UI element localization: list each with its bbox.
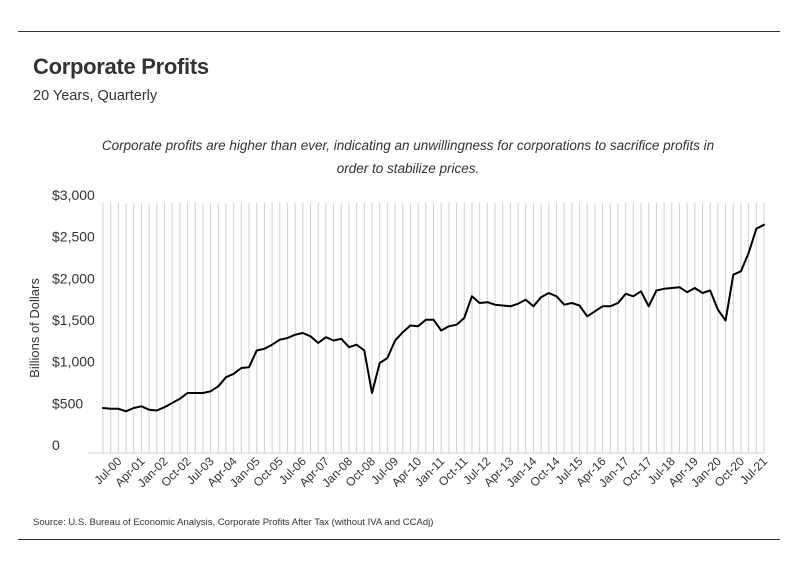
- bottom-rule: [18, 539, 780, 540]
- y-tick-label: $2,000: [52, 270, 95, 286]
- source-note: Source: U.S. Bureau of Economic Analysis…: [33, 517, 434, 528]
- y-axis-ticks: 0 $500 $1,000 $1,500 $2,000 $2,500 $3,000: [52, 187, 95, 453]
- x-tick-label: Jul-21: [737, 454, 770, 487]
- y-tick-label: $2,500: [52, 229, 95, 245]
- y-tick-label: $1,000: [52, 354, 95, 370]
- x-axis-ticks: Jul-00Apr-01Jan-02Oct-02Jul-03Apr-04Jan-…: [91, 454, 770, 490]
- gridlines: [88, 203, 765, 454]
- chart-subtitle: 20 Years, Quarterly: [33, 88, 158, 104]
- top-rule: [18, 31, 780, 32]
- chart-annotation: Corporate profits are higher than ever, …: [101, 138, 715, 176]
- y-tick-label: $500: [52, 395, 83, 411]
- y-tick-label: $1,500: [52, 312, 95, 328]
- y-axis-title: Billions of Dollars: [27, 278, 42, 378]
- series: [102, 223, 765, 413]
- y-tick-label: 0: [52, 437, 60, 453]
- chart-title: Corporate Profits: [33, 54, 209, 79]
- y-tick-label: $3,000: [52, 187, 95, 203]
- profits-line: [102, 223, 765, 413]
